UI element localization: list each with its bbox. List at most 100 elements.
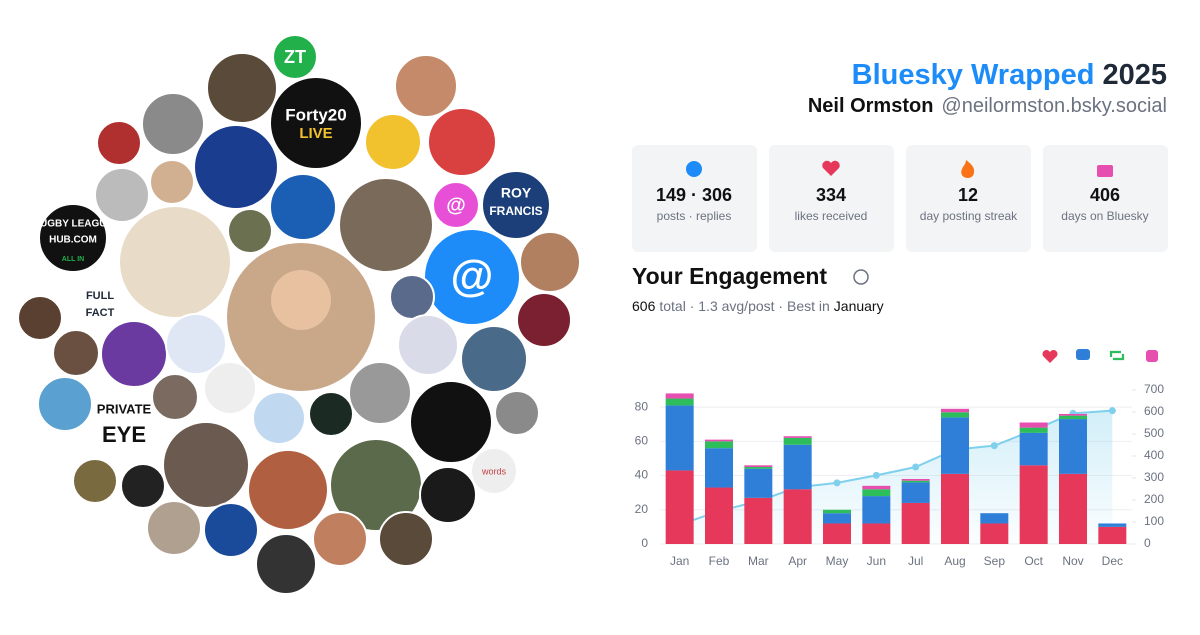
avatar: [255, 533, 317, 595]
avatar-label: @: [446, 194, 466, 216]
stat-value: 406: [1090, 185, 1120, 205]
line-point: [1108, 407, 1116, 415]
avatar: [149, 159, 195, 205]
avatar: [120, 463, 166, 509]
x-tick-label: Aug: [944, 554, 965, 568]
x-tick-label: Jan: [670, 554, 689, 568]
avatar-label: FRANCIS: [489, 204, 542, 218]
bar-segment: [744, 467, 773, 469]
bar-segment: [1019, 432, 1048, 466]
y2-tick-label: 100: [1144, 514, 1164, 528]
avatar: [423, 228, 521, 326]
avatar-label: PRIVATE: [97, 401, 152, 416]
avatar: [100, 320, 168, 388]
avatar: [203, 502, 259, 558]
bar-segment: [705, 487, 733, 544]
avatar: [348, 361, 412, 425]
stat-cards: 149 · 306 334 12 406 posts · replies lik…: [632, 145, 1168, 252]
y2-tick-label: 600: [1144, 404, 1164, 418]
x-tick-label: May: [826, 554, 849, 568]
engagement-text: total · 1.3 avg/post · Best in: [659, 298, 829, 314]
icon-cake: [1097, 165, 1113, 177]
avatar: [203, 361, 257, 415]
avatar: [269, 76, 363, 170]
avatar-label: FULL: [86, 290, 114, 302]
x-tick-label: Sep: [984, 554, 1006, 568]
face: [271, 270, 331, 330]
bar-segment: [862, 489, 891, 497]
avatar-label: Forty20: [285, 105, 346, 124]
avatar: [494, 390, 540, 436]
avatar: [419, 466, 477, 524]
bar-segment: [705, 439, 733, 442]
user: Neil Ormston @neilormston.bsky.social: [808, 95, 1167, 117]
avatar: [146, 500, 202, 556]
line-point: [872, 471, 880, 479]
avatar: [37, 376, 93, 432]
x-tick-label: Mar: [748, 554, 769, 568]
bar-segment: [1059, 415, 1087, 420]
avatar: [66, 271, 124, 329]
avatar: [519, 231, 581, 293]
x-tick-label: Oct: [1024, 554, 1043, 568]
avatar: [94, 167, 150, 223]
legend-icon: [1042, 349, 1058, 363]
avatar: [378, 511, 434, 567]
bar-segment: [705, 448, 733, 488]
x-tick-label: Apr: [788, 554, 807, 568]
bar-segment: [1098, 526, 1127, 544]
bar-segment: [665, 398, 694, 406]
avatar: [312, 511, 368, 567]
avatar-label: FACT: [86, 307, 115, 319]
y-tick-label: 40: [635, 468, 649, 482]
section-title: Your Engagement: [632, 263, 827, 289]
avatar: [272, 34, 318, 80]
line-point: [833, 479, 841, 487]
bar-segment: [665, 393, 694, 399]
bar-segment: [941, 408, 969, 413]
bar-segment: [901, 502, 930, 544]
bar-segment: [901, 478, 930, 481]
avatar-label: ZT: [284, 47, 306, 67]
line-point: [990, 442, 998, 450]
y2-tick-label: 700: [1144, 382, 1164, 396]
bar-segment: [823, 513, 851, 524]
icon-streak: [961, 160, 975, 178]
engagement-best: January: [834, 298, 884, 314]
line-point: [912, 463, 920, 471]
bar-segment: [783, 437, 812, 445]
avatar: [193, 124, 279, 210]
avatar: [516, 292, 572, 348]
avatar: [338, 177, 434, 273]
avatar: [95, 396, 153, 454]
bar-segment: [744, 497, 773, 544]
bar-segment: [823, 509, 851, 514]
bar-segment: [901, 480, 930, 483]
avatar: [481, 170, 551, 240]
bar-segment: [665, 470, 694, 544]
x-tick-label: Feb: [709, 554, 730, 568]
bar-segment: [941, 412, 969, 418]
avatar: [460, 325, 528, 393]
stat-label: day posting streak: [919, 209, 1018, 223]
stat-value: 149 · 306: [656, 185, 732, 205]
y2-tick-label: 400: [1144, 448, 1164, 462]
stat-value: 334: [816, 185, 846, 205]
y-tick-label: 80: [635, 399, 649, 413]
avatar: [118, 205, 232, 319]
y2-tick-label: 0: [1144, 536, 1151, 550]
x-tick-label: Dec: [1102, 554, 1123, 568]
info-icon: [853, 269, 869, 285]
avatar: [308, 391, 354, 437]
y-tick-label: 0: [641, 536, 648, 550]
avatar-label: HUB.COM: [49, 235, 97, 246]
bar-segment: [862, 485, 891, 490]
avatar: [397, 314, 459, 376]
stat-label: likes received: [795, 209, 868, 223]
avatar-collage: ZT Forty20 LIVE RUGBY LEAGUE HUB.COM ALL…: [17, 34, 581, 595]
bar-segment: [1059, 413, 1087, 416]
stat-label: posts · replies: [657, 209, 732, 223]
avatar-label: RUGBY LEAGUE: [33, 219, 114, 230]
